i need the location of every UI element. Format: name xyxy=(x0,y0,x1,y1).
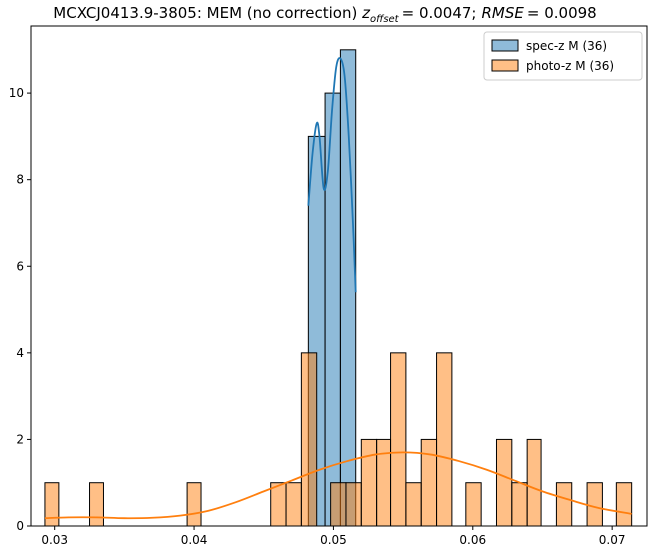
histogram-bar xyxy=(270,482,287,527)
histogram-bar xyxy=(285,482,302,527)
chart-title-rmse-var: RMSE xyxy=(482,4,525,22)
histogram-bar xyxy=(465,482,482,527)
y-tick-label: 0 xyxy=(16,519,24,533)
chart-title-z-sub: offset xyxy=(370,14,400,25)
legend-label: spec-z M (36) xyxy=(526,39,607,53)
histogram-bar xyxy=(390,352,407,527)
x-tick-label: 0.07 xyxy=(599,533,626,547)
histogram-bar xyxy=(186,482,202,527)
y-tick-label: 8 xyxy=(16,173,24,187)
legend-swatch xyxy=(491,39,519,52)
series-photo-z-bars xyxy=(44,352,633,527)
chart-title-z-value: = 0.0047; xyxy=(402,4,477,22)
x-tick-label: 0.06 xyxy=(459,533,486,547)
histogram-bar xyxy=(555,482,573,527)
histogram-bar xyxy=(615,482,633,527)
y-tick-label: 6 xyxy=(16,259,24,273)
y-tick-label: 2 xyxy=(16,432,24,446)
histogram-bar xyxy=(330,482,347,527)
histogram-bar xyxy=(360,438,378,527)
histogram-bar xyxy=(420,438,438,527)
legend: spec-z M (36) photo-z M (36) xyxy=(483,31,643,81)
y-tick-label: 4 xyxy=(16,346,24,360)
legend-swatch xyxy=(491,59,519,72)
histogram-bar xyxy=(436,352,453,527)
kde-line-photo-z xyxy=(44,451,632,520)
plot-area xyxy=(30,25,648,527)
histogram-bar xyxy=(324,92,341,527)
x-tick-label: 0.05 xyxy=(320,533,347,547)
plot-frame xyxy=(30,25,648,527)
histogram-bar xyxy=(44,482,60,527)
chart-title-z-var: z xyxy=(361,4,371,22)
histogram-bar xyxy=(586,482,603,527)
y-axis: 0 2 4 6 8 10 xyxy=(9,86,31,533)
x-tick-label: 0.03 xyxy=(41,533,68,547)
chart-title-prefix: MCXCJ0413.9-3805: MEM (no correction) xyxy=(53,4,362,22)
y-tick-label: 10 xyxy=(9,86,24,100)
histogram-bar xyxy=(89,482,104,527)
legend-box xyxy=(483,31,643,81)
histogram-bar xyxy=(300,352,318,527)
chart-title-rmse-value: = 0.0098 xyxy=(527,4,597,22)
histogram-bar xyxy=(495,438,513,527)
x-axis: 0.03 0.04 0.05 0.06 0.07 xyxy=(41,526,626,547)
legend-label: photo-z M (36) xyxy=(526,59,614,73)
kde-line-spec-z xyxy=(307,57,357,293)
histogram-bar xyxy=(511,482,528,527)
x-tick-label: 0.04 xyxy=(181,533,208,547)
chart-title: MCXCJ0413.9-3805: MEM (no correction) zo… xyxy=(53,4,596,25)
histogram-bar xyxy=(526,438,542,527)
histogram-bar xyxy=(405,482,422,527)
histogram-bar xyxy=(345,482,362,527)
